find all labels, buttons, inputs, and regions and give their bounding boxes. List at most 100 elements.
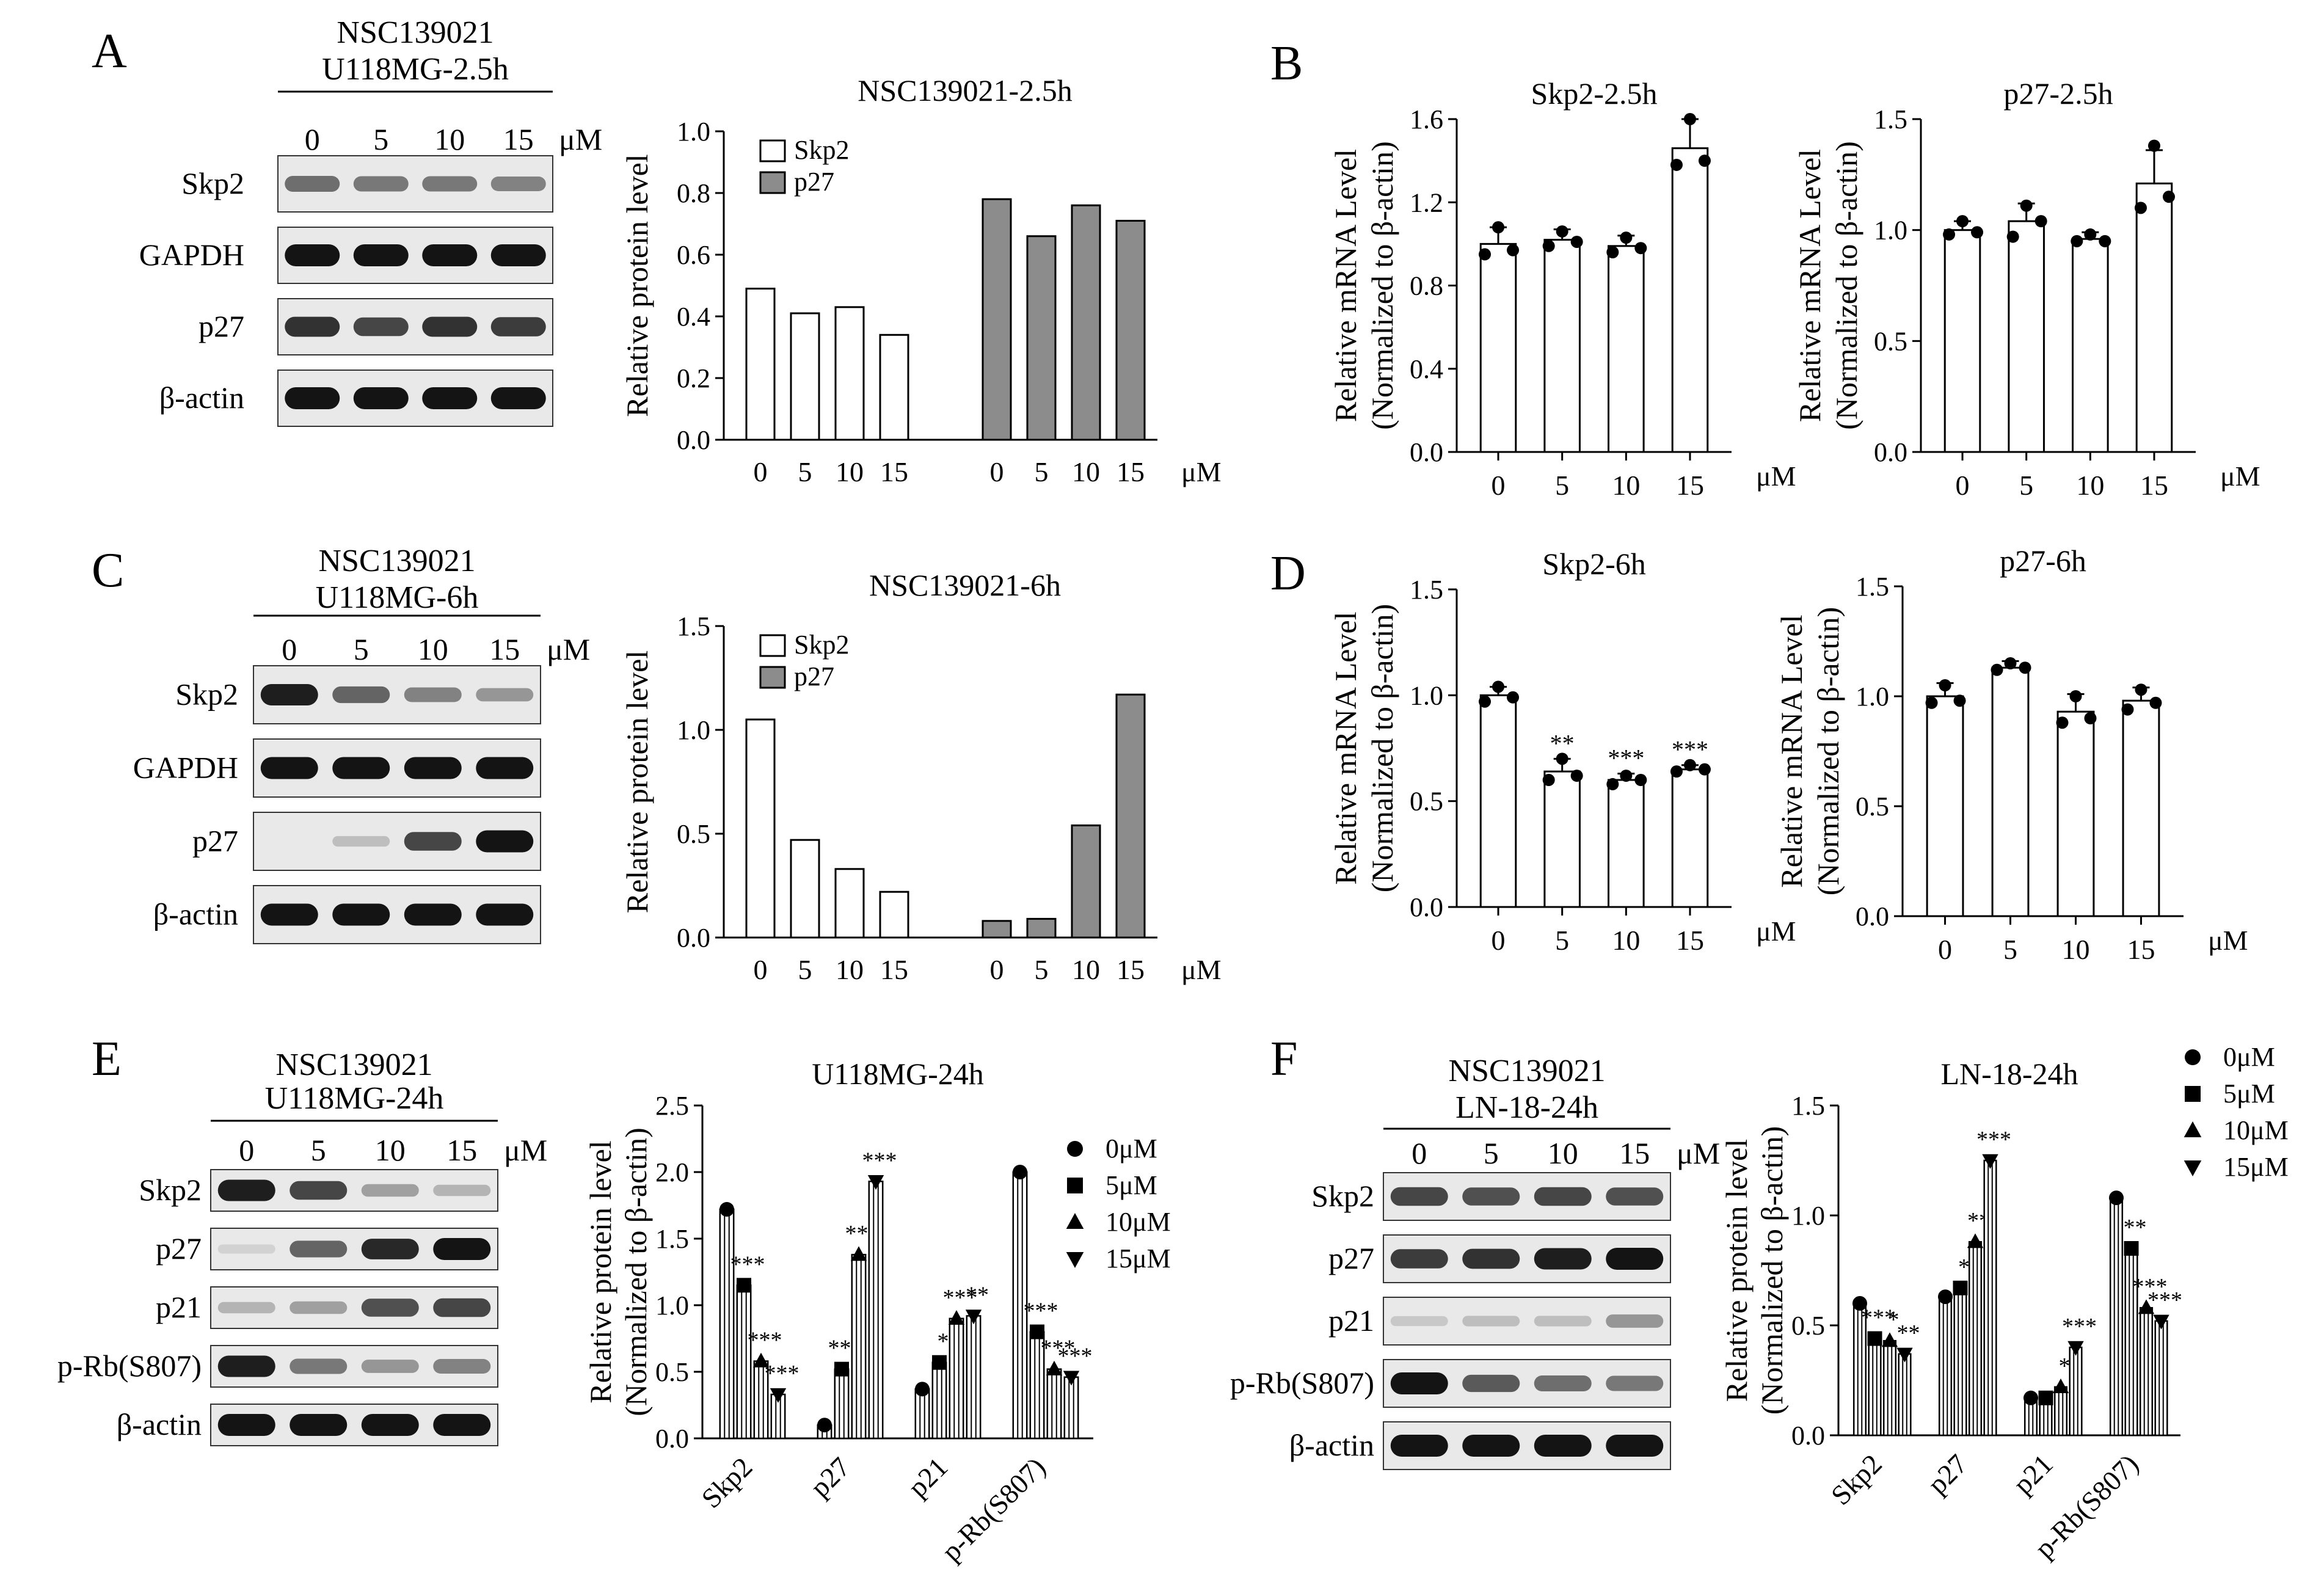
bar	[1983, 1159, 1997, 1437]
significance-label: *	[938, 1329, 949, 1355]
x-tick-label: 5	[1035, 456, 1049, 487]
blot-band	[490, 177, 546, 191]
bar	[851, 1253, 867, 1440]
blot-band	[404, 687, 462, 702]
bar	[1479, 242, 1517, 453]
panel-letter-f: F	[1270, 1032, 1298, 1086]
data-point	[1698, 155, 1711, 167]
blot-band	[476, 830, 534, 853]
bar	[719, 1208, 735, 1440]
blot-band	[260, 903, 318, 926]
y-axis-label-2: (Normalized to β-actin)	[1365, 604, 1399, 892]
y-tick-label: 0.4	[1410, 354, 1443, 384]
data-point	[737, 1278, 751, 1293]
y-tick-label: 0.5	[1791, 1311, 1825, 1341]
blot-band	[290, 1301, 348, 1314]
x-tick-label: 10	[2076, 470, 2104, 501]
y-tick-label: 0.5	[1874, 326, 1907, 356]
y-tick-label: 1.2	[1410, 188, 1443, 217]
data-point	[1938, 1289, 1953, 1305]
blot-band	[1462, 1248, 1520, 1269]
data-point	[1620, 770, 1633, 782]
x-tick-label: 15	[1116, 954, 1145, 985]
data-point	[1991, 663, 2003, 676]
chart-B-skp2: Skp2-2.5h 0.0 0.4 0.8 1.2 1.6 Relative mRNA Le…	[1328, 76, 1796, 501]
data-point	[2071, 235, 2083, 247]
data-point	[2069, 690, 2082, 702]
y-tick-label: 1.5	[1856, 572, 1889, 602]
bar-outline	[1968, 1240, 1983, 1437]
data-point	[965, 1309, 982, 1325]
blot-dose-label: 5	[373, 122, 388, 156]
bar	[1115, 693, 1146, 939]
bar-outline	[2053, 1386, 2068, 1437]
y-axis-label-2: (Normalized to β-actin)	[1365, 141, 1399, 429]
data-point	[2019, 661, 2031, 674]
blot-row-label: β-actin	[1289, 1428, 1374, 1462]
data-point	[1925, 696, 1938, 709]
bar	[1991, 666, 2030, 917]
blot-band	[490, 317, 546, 337]
blot-band	[404, 832, 462, 851]
blot-dose-label: 10	[1548, 1136, 1578, 1170]
blot-band	[1534, 1248, 1592, 1270]
x-tick-label: 15	[2127, 934, 2155, 965]
blot-band	[332, 686, 390, 704]
blot-row-label: Skp2	[1311, 1179, 1374, 1213]
bar	[753, 1360, 769, 1440]
legend-label: p27	[794, 167, 834, 197]
significance-label: ***	[1024, 1298, 1058, 1324]
blot-row-label: p21	[1328, 1303, 1374, 1338]
y-tick-label: 0.6	[677, 240, 710, 270]
bar-outline	[2139, 1306, 2154, 1437]
x-tick-label: 10	[1072, 456, 1100, 487]
legend-label: 0μM	[1106, 1134, 1157, 1164]
x-tick-label: 10	[1612, 925, 1640, 956]
data-point	[719, 1202, 734, 1217]
panel-letter-c: C	[92, 544, 124, 597]
blot-treatment-label: NSC139021	[1448, 1054, 1605, 1088]
chart-title: Skp2-6h	[1542, 547, 1645, 581]
chart-title: NSC139021-6h	[869, 568, 1061, 602]
y-tick-label: 1.5	[1791, 1091, 1825, 1121]
y-tick-label: 1.0	[1410, 680, 1443, 710]
bar-outline	[1898, 1353, 1912, 1437]
legend-swatch	[759, 666, 786, 689]
bar	[1953, 1287, 1967, 1437]
x-tick-label: 10	[2061, 934, 2089, 965]
bar	[1071, 204, 1101, 441]
bar-outline	[1868, 1338, 1882, 1437]
x-tick-label: 15	[2140, 470, 2168, 501]
blot-band	[217, 1355, 275, 1377]
blot-band	[1606, 1248, 1664, 1270]
blot-dose-label: 15	[489, 632, 520, 666]
bar-outline	[1882, 1339, 1897, 1437]
bar	[1671, 147, 1709, 453]
y-axis-label-2: (Normalized to β-actin)	[1755, 1126, 1789, 1415]
y-tick-label: 0.0	[1856, 901, 1889, 931]
bar	[1012, 1171, 1028, 1440]
blot-band	[422, 387, 478, 409]
x-tick-label: p-Rb(S807)	[936, 1451, 1052, 1567]
blot-dose-label: 0	[1412, 1136, 1427, 1170]
blot-dose-label: 10	[375, 1133, 406, 1167]
blot-band	[361, 1360, 419, 1373]
bar	[1543, 770, 1581, 908]
significance-label: **	[1550, 729, 1575, 757]
significance-label: ***	[730, 1251, 765, 1277]
y-tick-label: 1.5	[1410, 575, 1443, 605]
x-unit-label: μM	[2208, 925, 2248, 956]
data-point	[1634, 242, 1647, 255]
data-point	[1479, 695, 1492, 708]
legend-swatch	[759, 171, 786, 194]
bar	[2069, 1346, 2083, 1437]
data-point	[2153, 1314, 2169, 1330]
x-tick-label: 0	[754, 456, 768, 487]
y-tick-label: 1.5	[677, 611, 710, 641]
bar	[1026, 235, 1057, 441]
x-tick-label: 5	[1555, 925, 1569, 956]
bar	[1882, 1339, 1897, 1437]
data-point	[1881, 1332, 1898, 1347]
blot-band	[1390, 1316, 1448, 1327]
chart-title: p27-2.5h	[2003, 76, 2113, 111]
